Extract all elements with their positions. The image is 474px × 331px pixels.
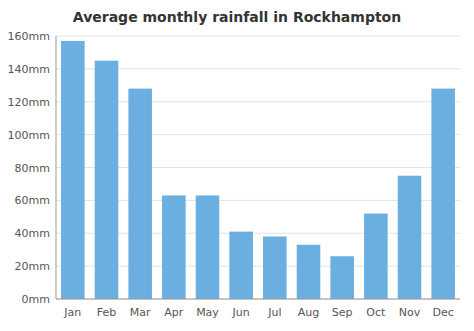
bar: [431, 89, 455, 299]
y-tick-label: 120mm: [8, 96, 50, 109]
x-tick-label: Apr: [164, 306, 184, 319]
x-tick-label: May: [196, 306, 219, 319]
grid-line: [56, 299, 460, 300]
grid: [56, 36, 460, 299]
bar: [297, 245, 321, 299]
bar: [196, 195, 220, 299]
x-tick-label: Mar: [130, 306, 151, 319]
bar: [263, 237, 287, 299]
y-axis: [56, 36, 57, 299]
bar: [61, 41, 85, 299]
bar: [162, 195, 186, 299]
bar: [128, 89, 152, 299]
x-tick-label: Jun: [232, 306, 250, 319]
bar: [398, 176, 422, 299]
bars: [61, 41, 455, 299]
x-tick-label: Nov: [399, 306, 421, 319]
x-tick-label: Dec: [433, 306, 454, 319]
chart: Average monthly rainfall in Rockhampton 0…: [0, 0, 474, 331]
x-tick-label: Aug: [298, 306, 319, 319]
y-tick-label: 100mm: [8, 129, 50, 142]
y-tick-label: 160mm: [8, 30, 50, 43]
y-tick-label: 80mm: [15, 162, 50, 175]
x-tick-label: Feb: [97, 306, 116, 319]
y-tick-label: 140mm: [8, 63, 50, 76]
bar: [95, 61, 119, 299]
y-tick-label: 20mm: [15, 260, 50, 273]
x-tick-label: Jul: [267, 306, 281, 319]
bar: [330, 256, 354, 299]
y-tick-label: 60mm: [15, 194, 50, 207]
x-tick-label: Sep: [332, 306, 353, 319]
y-tick-label: 40mm: [15, 227, 50, 240]
y-tick-label: 0mm: [22, 293, 50, 306]
title: Average monthly rainfall in Rockhampton: [73, 9, 401, 25]
x-tick-label: Jan: [63, 306, 81, 319]
grid-line: [56, 36, 460, 37]
x-tick-label: Oct: [366, 306, 386, 319]
x-axis: [56, 299, 460, 300]
bar: [364, 214, 388, 299]
bar: [229, 232, 253, 299]
